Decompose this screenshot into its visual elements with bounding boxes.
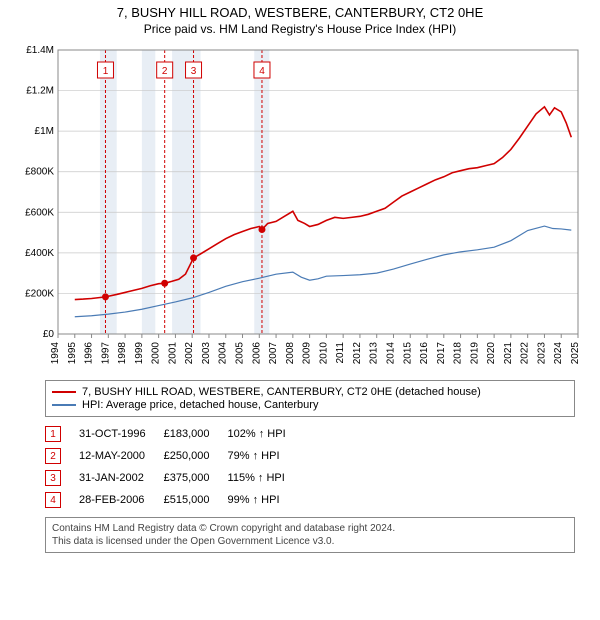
svg-text:2000: 2000: [151, 342, 162, 365]
legend-item: HPI: Average price, detached house, Cant…: [52, 399, 568, 411]
sale-badge: 4: [45, 492, 61, 508]
svg-text:£400K: £400K: [25, 248, 54, 259]
svg-text:1997: 1997: [100, 342, 111, 365]
svg-text:2001: 2001: [167, 342, 178, 365]
footer: Contains HM Land Registry data © Crown c…: [45, 517, 575, 553]
svg-text:2012: 2012: [352, 342, 363, 365]
svg-text:2011: 2011: [335, 342, 346, 364]
legend: 7, BUSHY HILL ROAD, WESTBERE, CANTERBURY…: [45, 380, 575, 417]
svg-text:3: 3: [191, 66, 197, 77]
sale-badge: 3: [45, 470, 61, 486]
svg-text:2019: 2019: [469, 342, 480, 365]
title-line1: 7, BUSHY HILL ROAD, WESTBERE, CANTERBURY…: [5, 5, 595, 20]
svg-text:2022: 2022: [520, 342, 531, 365]
svg-text:£0: £0: [43, 329, 55, 340]
svg-text:2010: 2010: [318, 342, 329, 365]
sale-pct: 102% ↑ HPI: [228, 423, 304, 445]
price-chart: £0 £200K £400K £600K £800K £1M £1.2M £1.4M 1994 1…: [10, 44, 590, 374]
svg-text:2: 2: [162, 66, 168, 77]
sale-date: 28-FEB-2006: [79, 489, 164, 511]
svg-text:2021: 2021: [503, 342, 514, 365]
svg-text:2015: 2015: [402, 342, 413, 365]
svg-text:£600K: £600K: [25, 207, 54, 218]
sale-price: £375,000: [164, 467, 228, 489]
svg-text:2018: 2018: [453, 342, 464, 365]
sale-pct: 99% ↑ HPI: [228, 489, 304, 511]
legend-item: 7, BUSHY HILL ROAD, WESTBERE, CANTERBURY…: [52, 386, 568, 398]
sale-price: £515,000: [164, 489, 228, 511]
svg-text:£1.4M: £1.4M: [26, 45, 54, 56]
svg-text:2016: 2016: [419, 342, 430, 365]
title-line2: Price paid vs. HM Land Registry's House …: [5, 22, 595, 36]
sale-date: 12-MAY-2000: [79, 445, 164, 467]
svg-text:2007: 2007: [268, 342, 279, 365]
svg-text:2024: 2024: [553, 342, 564, 365]
svg-text:2017: 2017: [436, 342, 447, 365]
svg-text:1996: 1996: [84, 342, 95, 365]
svg-text:£200K: £200K: [25, 288, 54, 299]
svg-text:1999: 1999: [134, 342, 145, 365]
sale-price: £250,000: [164, 445, 228, 467]
sale-pct: 79% ↑ HPI: [228, 445, 304, 467]
svg-text:4: 4: [259, 66, 265, 77]
sale-badge: 1: [45, 426, 61, 442]
svg-text:2014: 2014: [385, 342, 396, 365]
svg-text:£800K: £800K: [25, 167, 54, 178]
legend-swatch: [52, 404, 76, 406]
svg-text:2020: 2020: [486, 342, 497, 365]
svg-text:1998: 1998: [117, 342, 128, 365]
table-row: 1 31-OCT-1996£183,000102% ↑ HPI: [45, 423, 304, 445]
sale-date: 31-OCT-1996: [79, 423, 164, 445]
svg-text:2013: 2013: [369, 342, 380, 365]
footer-line1: Contains HM Land Registry data © Crown c…: [52, 522, 568, 535]
chart-title-block: 7, BUSHY HILL ROAD, WESTBERE, CANTERBURY…: [5, 5, 595, 36]
svg-text:2023: 2023: [536, 342, 547, 365]
svg-text:1994: 1994: [50, 342, 61, 365]
sales-table: 1 31-OCT-1996£183,000102% ↑ HPI 2 12-MAY-20…: [45, 423, 304, 511]
svg-text:2005: 2005: [235, 342, 246, 365]
svg-text:£1.2M: £1.2M: [26, 86, 54, 97]
sale-pct: 115% ↑ HPI: [228, 467, 304, 489]
table-row: 4 28-FEB-2006£515,00099% ↑ HPI: [45, 489, 304, 511]
svg-text:1: 1: [103, 66, 109, 77]
svg-text:2008: 2008: [285, 342, 296, 365]
footer-line2: This data is licensed under the Open Gov…: [52, 535, 568, 548]
legend-swatch: [52, 391, 76, 393]
svg-text:2025: 2025: [570, 342, 581, 365]
table-row: 2 12-MAY-2000£250,00079% ↑ HPI: [45, 445, 304, 467]
svg-text:1995: 1995: [67, 342, 78, 365]
svg-text:2006: 2006: [251, 342, 262, 365]
table-row: 3 31-JAN-2002£375,000115% ↑ HPI: [45, 467, 304, 489]
svg-text:2003: 2003: [201, 342, 212, 365]
legend-label: HPI: Average price, detached house, Cant…: [82, 399, 318, 411]
svg-text:2004: 2004: [218, 342, 229, 365]
svg-text:2002: 2002: [184, 342, 195, 365]
sale-price: £183,000: [164, 423, 228, 445]
svg-text:2009: 2009: [302, 342, 313, 365]
sale-badge: 2: [45, 448, 61, 464]
legend-label: 7, BUSHY HILL ROAD, WESTBERE, CANTERBURY…: [82, 386, 481, 398]
sale-date: 31-JAN-2002: [79, 467, 164, 489]
svg-text:£1M: £1M: [35, 126, 54, 137]
